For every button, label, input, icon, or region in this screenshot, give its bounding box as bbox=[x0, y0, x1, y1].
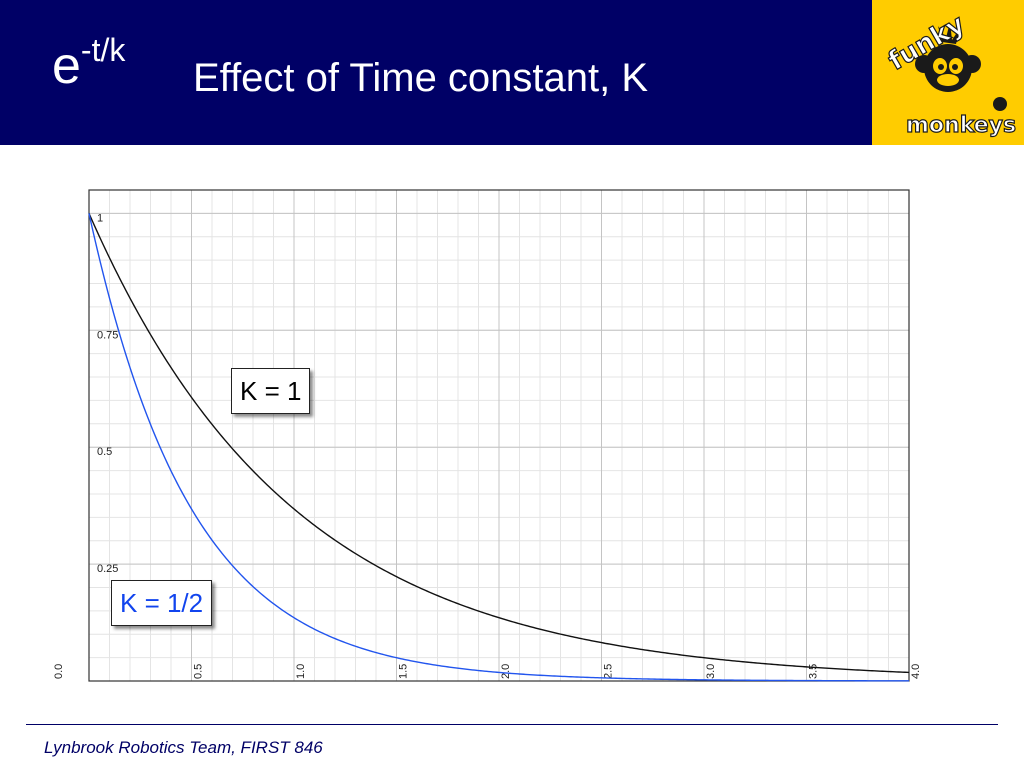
x-tick-label: 0.0 bbox=[53, 664, 65, 679]
plot-frame bbox=[88, 189, 910, 682]
x-tick-label: 1.5 bbox=[398, 664, 410, 679]
footer-credit: Lynbrook Robotics Team, FIRST 846 bbox=[44, 738, 323, 757]
chart-svg: 1 0.75 0.5 0.25 0.0 0.5 1.0 1.5 2.0 2.5 3.0 3.5 4.0 bbox=[53, 189, 922, 682]
y-tick-label: 1 bbox=[97, 212, 103, 224]
x-tick-label: 0.5 bbox=[193, 664, 205, 679]
x-tick-label: 4.0 bbox=[910, 664, 922, 679]
x-tick-label: 2.0 bbox=[500, 664, 512, 679]
page-title: Effect of Time constant, K bbox=[193, 56, 649, 100]
title-formula: e-t/k bbox=[52, 34, 125, 95]
series-label-k-half: K = 1/2 bbox=[111, 580, 213, 626]
x-tick-label: 2.5 bbox=[603, 664, 615, 679]
series-line-k-half bbox=[88, 213, 909, 682]
funky-monkeys-logo: funky monkeys bbox=[872, 0, 1024, 145]
y-tick-label: 0.75 bbox=[97, 329, 118, 341]
x-tick-label: 3.0 bbox=[705, 664, 717, 679]
x-tick-label: 3.5 bbox=[808, 664, 820, 679]
decay-chart: 1 0.75 0.5 0.25 0.0 0.5 1.0 1.5 2.0 2.5 3.0 3.5 4.0 bbox=[0, 160, 1024, 705]
series-line-k1 bbox=[88, 213, 910, 674]
monkey-logo-icon: funky monkeys bbox=[883, 9, 1017, 139]
header-banner: e-t/k Effect of Time constant, K bbox=[0, 0, 1024, 145]
series-label-k1: K = 1 bbox=[231, 368, 311, 414]
y-tick-label: 0.5 bbox=[97, 446, 112, 458]
formula-base: e bbox=[52, 37, 81, 95]
formula-exponent: -t/k bbox=[80, 32, 126, 68]
x-tick-label: 1.0 bbox=[295, 664, 307, 679]
logo-text-bottom: monkeys bbox=[906, 113, 1016, 138]
footer-divider bbox=[26, 724, 998, 725]
y-tick-label: 0.25 bbox=[97, 563, 118, 575]
